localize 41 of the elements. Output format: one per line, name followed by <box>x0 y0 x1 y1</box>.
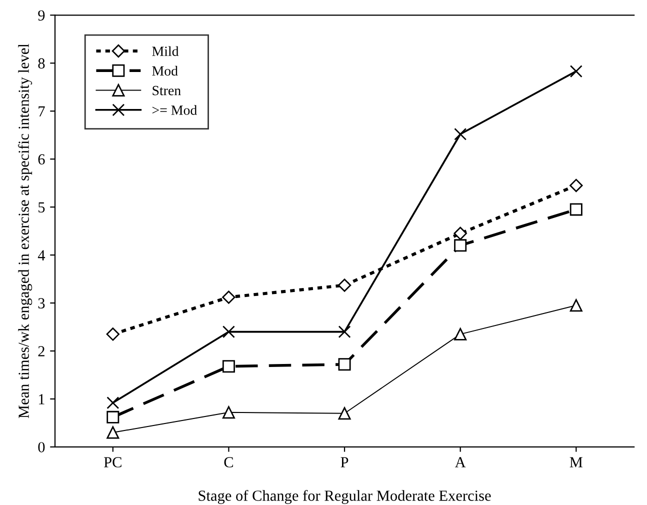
point <box>570 299 582 312</box>
point <box>106 328 120 341</box>
y-tick-label: 4 <box>38 250 46 260</box>
x-tick-label: A <box>454 457 466 468</box>
point <box>222 290 236 304</box>
y-tick-label: 1 <box>38 394 44 404</box>
point <box>570 203 582 216</box>
point <box>106 426 120 439</box>
legend-label: Stren <box>152 86 181 96</box>
point <box>338 278 352 292</box>
point <box>338 358 351 371</box>
y-axis-title: Mean times/wk engaged in exercise at specific intensity level <box>18 44 32 418</box>
point <box>222 360 235 373</box>
point <box>106 396 120 410</box>
x-tick-label: C <box>224 457 233 468</box>
point <box>338 326 351 338</box>
y-tick-label: 7 <box>38 106 45 116</box>
point <box>222 326 235 338</box>
legend-label: Mod <box>152 66 178 76</box>
y-tick-label: 0 <box>38 442 45 452</box>
x-tick-label: M <box>570 457 582 468</box>
x-tick-label: PC <box>104 457 122 468</box>
legend-label: Mild <box>152 46 179 56</box>
y-tick-label: 5 <box>38 202 45 212</box>
y-tick-label: 9 <box>38 10 45 21</box>
y-tick-label: 6 <box>38 154 45 165</box>
x-axis-title: Stage of Change for Regular Moderate Exercise <box>198 490 491 504</box>
point <box>454 239 467 252</box>
point <box>570 178 583 192</box>
point <box>222 406 235 419</box>
point <box>454 226 467 240</box>
x-tick-label: P <box>340 457 348 468</box>
legend-label: >= Mod <box>152 105 197 115</box>
y-tick-label: 2 <box>38 346 44 356</box>
point <box>454 128 467 140</box>
point <box>338 407 351 420</box>
point <box>106 410 120 424</box>
y-tick-label: 8 <box>38 58 45 69</box>
y-tick-label: 3 <box>38 298 45 308</box>
point <box>454 328 467 340</box>
point <box>570 65 582 78</box>
